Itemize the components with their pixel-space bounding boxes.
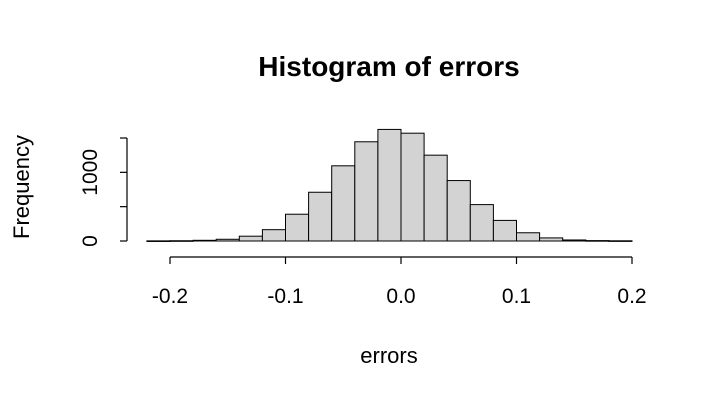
bars-group (146, 128, 633, 242)
histogram-bar (446, 180, 471, 242)
histogram-bar (331, 165, 356, 242)
chart-title: Histogram of errors (258, 51, 519, 82)
histogram-bar (215, 238, 240, 242)
x-tick-label: 0.0 (386, 285, 415, 308)
y-axis-label: Frequency (9, 135, 34, 239)
histogram-bar (423, 154, 448, 242)
y-tick-label: 1000 (79, 149, 102, 196)
histogram-bar (377, 128, 402, 242)
histogram-bar (354, 141, 379, 242)
x-tick-label: 0.1 (502, 285, 531, 308)
histogram-bar (516, 232, 541, 242)
x-axis-label: errors (360, 343, 417, 368)
histogram-bar (562, 239, 587, 242)
histogram-bar (585, 240, 610, 242)
y-axis: 0 1000 (79, 137, 128, 247)
x-tick-label: 0.2 (617, 285, 646, 308)
histogram-bar (146, 240, 171, 242)
histogram-bar (169, 240, 194, 242)
y-tick-label: 0 (79, 235, 102, 247)
histogram-bar (238, 235, 263, 242)
histogram-bar (539, 237, 564, 242)
histogram-bar (469, 204, 494, 242)
histogram-bar (192, 239, 217, 242)
histogram-bar (261, 229, 286, 242)
x-tick-label: -0.2 (152, 285, 188, 308)
histogram-bar (400, 132, 425, 242)
histogram-bar (308, 191, 333, 242)
x-axis: -0.2 -0.1 0.0 0.1 0.2 (152, 256, 647, 308)
histogram-bar (285, 213, 310, 242)
histogram-bar (492, 219, 517, 242)
x-tick-label: -0.1 (267, 285, 303, 308)
histogram-bar (608, 240, 633, 242)
